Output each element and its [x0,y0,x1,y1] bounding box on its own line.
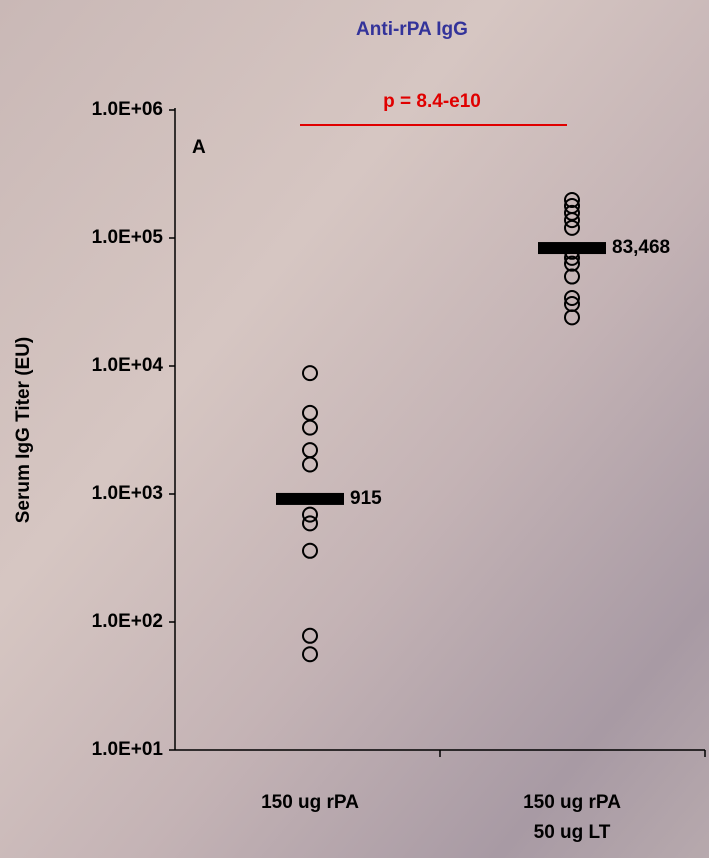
y-tick-label: 1.0E+05 [92,227,164,248]
mean-label: 83,468 [612,237,670,258]
y-tick-label: 1.0E+06 [92,99,163,120]
page: Anti-rPA IgG Serum IgG Titer (EU) A p = … [0,0,709,858]
x-tick-label: 150 ug rPA [523,792,621,813]
y-tick-label: 1.0E+03 [92,483,163,504]
y-tick-label: 1.0E+04 [92,355,164,376]
chart: Anti-rPA IgG Serum IgG Titer (EU) A p = … [0,0,709,858]
mean-bar [276,493,344,505]
y-tick-label: 1.0E+02 [92,611,163,632]
chart-title: Anti-rPA IgG [356,19,468,40]
y-tick-label: 1.0E+01 [92,739,164,760]
x-tick-label: 50 ug LT [534,822,611,843]
x-tick-label: 150 ug rPA [261,792,359,813]
background [0,0,709,858]
p-value: p = 8.4-e10 [383,91,481,112]
mean-label: 915 [350,488,382,509]
panel-label: A [192,137,206,158]
y-axis-label: Serum IgG Titer (EU) [13,337,34,524]
mean-bar [538,242,606,254]
